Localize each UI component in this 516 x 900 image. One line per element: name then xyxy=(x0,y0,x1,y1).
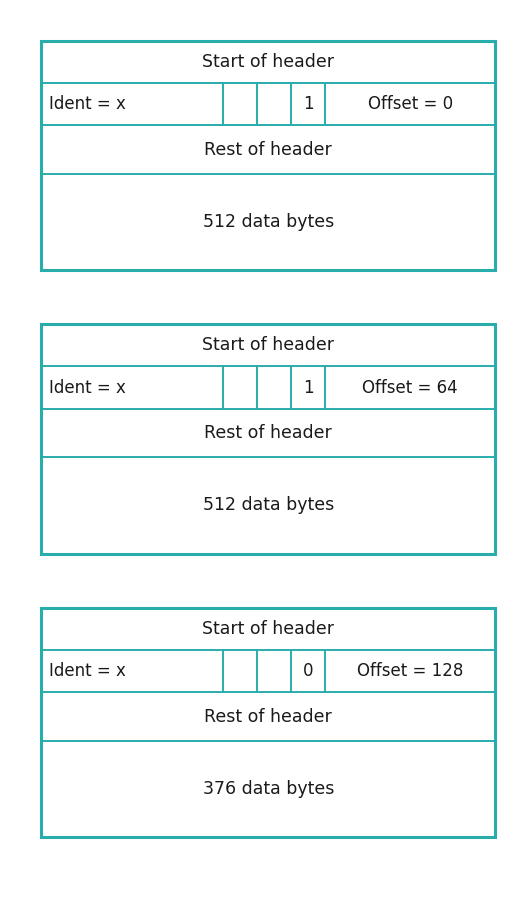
Text: 0: 0 xyxy=(303,662,313,680)
Text: Rest of header: Rest of header xyxy=(204,140,332,158)
Text: 512 data bytes: 512 data bytes xyxy=(203,212,334,230)
Text: Rest of header: Rest of header xyxy=(204,424,332,442)
Text: 512 data bytes: 512 data bytes xyxy=(203,496,334,514)
Text: 1: 1 xyxy=(303,379,313,397)
Text: Offset = 0: Offset = 0 xyxy=(368,95,453,113)
Text: Ident = x: Ident = x xyxy=(49,379,126,397)
Text: Offset = 128: Offset = 128 xyxy=(357,662,463,680)
Text: 1: 1 xyxy=(303,95,313,113)
Bar xyxy=(41,324,495,554)
Text: Rest of header: Rest of header xyxy=(204,707,332,725)
Text: Start of header: Start of header xyxy=(202,337,334,355)
Text: Start of header: Start of header xyxy=(202,53,334,71)
Text: 376 data bytes: 376 data bytes xyxy=(203,779,334,797)
Bar xyxy=(41,40,495,270)
Text: Ident = x: Ident = x xyxy=(49,95,126,113)
Text: Offset = 64: Offset = 64 xyxy=(362,379,458,397)
Text: Start of header: Start of header xyxy=(202,620,334,638)
Bar xyxy=(41,608,495,837)
Text: Ident = x: Ident = x xyxy=(49,662,126,680)
